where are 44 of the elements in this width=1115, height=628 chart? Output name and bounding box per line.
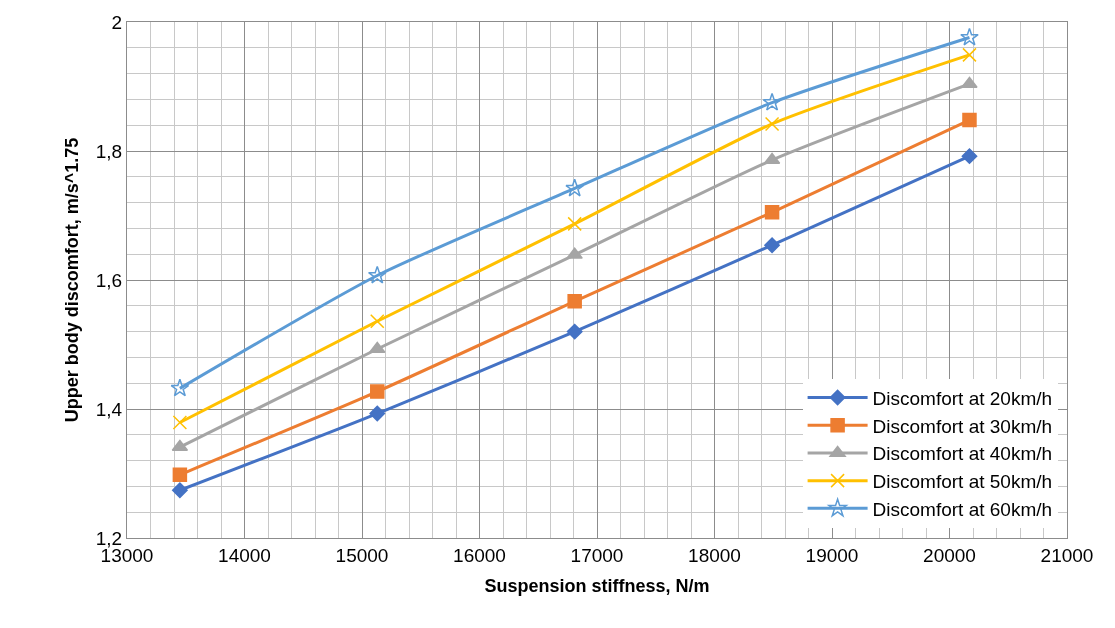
point (367, 265, 387, 284)
point (962, 112, 977, 128)
point (962, 47, 977, 63)
point (370, 314, 385, 329)
x-tick-label: 14000 (218, 544, 271, 566)
x-tick-label: 19000 (805, 544, 859, 566)
point (567, 216, 582, 232)
y-tick-label: 1,8 (95, 140, 123, 162)
legend-label: Discomfort at 60km/h (872, 498, 1053, 520)
point (960, 27, 979, 46)
x-tick-label: 16000 (453, 544, 506, 566)
point (171, 439, 189, 452)
x-tick-label: 18000 (688, 544, 741, 566)
point (762, 92, 782, 111)
legend-label: Discomfort at 50km/h (872, 471, 1053, 493)
point (764, 116, 780, 132)
x-tick-label: 17000 (570, 544, 624, 566)
x-tick-label: 21000 (1040, 544, 1094, 566)
point (369, 341, 386, 354)
y-tick-label: 1,6 (95, 269, 123, 291)
point (565, 178, 585, 197)
point (566, 323, 583, 340)
legend-label: Discomfort at 40km/h (872, 443, 1053, 465)
legend-label: Discomfort at 30km/h (872, 415, 1053, 437)
point (171, 482, 188, 499)
point (170, 378, 190, 397)
point (961, 148, 978, 165)
y-tick-label: 1,4 (95, 398, 123, 420)
point (172, 467, 188, 483)
x-tick-label: 20000 (923, 544, 976, 566)
x-axis-title: Suspension stiffness, N/m (484, 575, 710, 596)
point (764, 205, 780, 220)
point (764, 237, 780, 254)
point (369, 405, 386, 422)
point (961, 76, 978, 88)
y-tick-label: 2 (111, 11, 123, 33)
point (370, 384, 385, 399)
point (567, 294, 582, 309)
x-tick-label: 15000 (335, 544, 389, 566)
y-axis-title: Upper body discomfort, m/s^1.75 (61, 137, 82, 423)
point (566, 247, 583, 259)
point (172, 415, 188, 430)
legend-label: Discomfort at 20km/h (872, 387, 1053, 409)
point (763, 152, 781, 165)
